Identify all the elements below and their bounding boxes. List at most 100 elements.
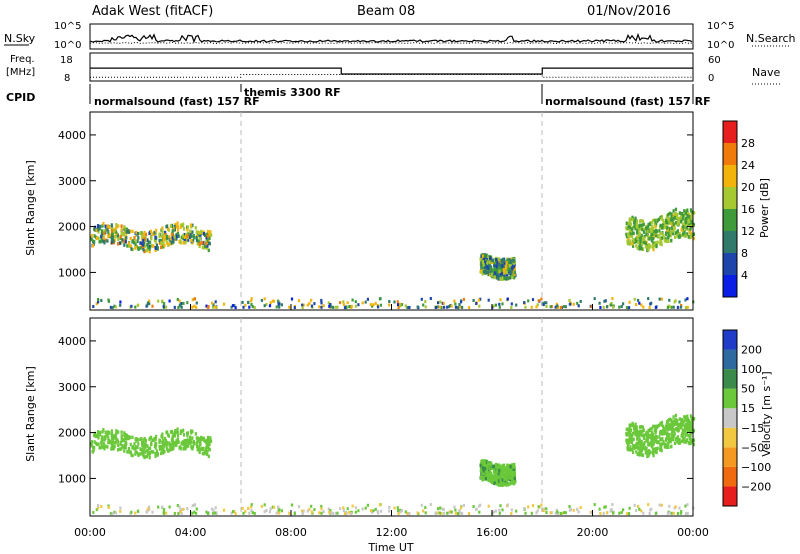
power-cell [182, 241, 185, 245]
velocity-cell [674, 505, 677, 509]
velocity-cell [167, 449, 170, 453]
power-cell [103, 229, 106, 233]
power-cell [348, 305, 351, 309]
power-cell [640, 223, 643, 228]
power-cell [195, 236, 198, 240]
y-tick-label: 4000 [58, 335, 86, 348]
velocity-cell [179, 510, 182, 514]
power-cell [211, 301, 214, 305]
velocity-cell [172, 432, 175, 437]
power-cell [477, 298, 481, 302]
power-cell [689, 235, 692, 240]
velocity-cell [652, 443, 655, 447]
power-cell [438, 305, 441, 309]
velocity-cell [161, 432, 164, 436]
power-cell [327, 301, 330, 305]
power-cell [647, 225, 650, 229]
power-cell [191, 298, 194, 302]
velocity-ylabel: Slant Range [km] [24, 366, 37, 462]
velocity-cell [443, 511, 446, 515]
power-cell [612, 305, 615, 309]
power-cell [176, 228, 180, 232]
velocity-cell [668, 432, 671, 437]
velocity-cell [104, 430, 107, 435]
velocity-cell [490, 479, 493, 484]
velocity-cell [208, 447, 211, 452]
velocity-cell [620, 511, 623, 514]
power-cell [110, 229, 114, 233]
power-cell [137, 232, 140, 236]
power-cell [153, 230, 156, 235]
velocity-cell [171, 438, 174, 443]
velocity-cell [327, 507, 330, 511]
velocity-cell [481, 466, 485, 470]
power-cell [480, 263, 483, 267]
power-cell [91, 234, 94, 238]
velocity-cell [636, 442, 639, 446]
velocity-cell [662, 441, 665, 446]
power-cell [158, 232, 161, 236]
velocity-cell [625, 427, 628, 431]
velocity-cell [495, 464, 498, 468]
power-cell [143, 237, 146, 241]
power-cell [660, 236, 663, 240]
power-cell [346, 301, 349, 305]
velocity-cell [161, 435, 164, 440]
power-cell [162, 245, 165, 249]
freq-label-2: [MHz] [6, 67, 35, 78]
power-cell [680, 228, 683, 232]
colorbar-segment [723, 388, 737, 409]
sky-panel-frame [89, 23, 694, 50]
power-cell [330, 305, 333, 309]
velocity-cell [654, 447, 657, 451]
velocity-cell [485, 460, 488, 464]
power-cell [503, 266, 506, 271]
power-cell [231, 304, 235, 308]
power-cell [647, 247, 650, 252]
velocity-cell [357, 509, 360, 513]
power-cell [161, 234, 164, 238]
velocity-cell [110, 435, 114, 439]
velocity-cell [483, 459, 486, 464]
velocity-cell [485, 469, 488, 473]
velocity-cell [489, 462, 492, 466]
velocity-cell [513, 478, 516, 483]
velocity-cell [678, 506, 681, 510]
velocity-cell [498, 468, 501, 473]
power-cell [176, 232, 180, 236]
power-cell [640, 219, 643, 223]
power-colorbar-label: Power [dB] [758, 178, 771, 238]
power-cell [500, 272, 504, 276]
velocity-cell [369, 509, 372, 513]
power-cell [275, 305, 278, 309]
velocity-cell [481, 477, 484, 482]
power-cell [157, 299, 160, 303]
velocity-cell [485, 466, 488, 471]
velocity-cell [684, 512, 688, 516]
power-cell [320, 305, 323, 309]
cpid-label: CPID [6, 91, 35, 104]
sky-right-tick-top: 10^5 [707, 21, 734, 32]
power-cell [483, 253, 486, 258]
velocity-cell [436, 511, 439, 515]
velocity-cell [450, 510, 453, 514]
power-cell [122, 232, 125, 236]
power-cell [142, 248, 145, 252]
velocity-cell [336, 511, 339, 515]
velocity-cell [102, 428, 105, 432]
x-tick-label: 04:00 [175, 526, 207, 539]
power-cell [502, 259, 505, 263]
velocity-cell [631, 433, 634, 437]
power-cell [602, 305, 605, 309]
power-cell [169, 224, 172, 228]
velocity-cell [146, 449, 149, 453]
power-cell [665, 232, 668, 237]
velocity-cell [127, 447, 130, 452]
velocity-cell [662, 424, 665, 429]
power-cell [611, 297, 614, 300]
velocity-cell [642, 511, 645, 515]
power-cell [181, 234, 184, 238]
velocity-cell [297, 505, 301, 509]
velocity-cell [484, 471, 487, 476]
velocity-cell [101, 439, 104, 443]
